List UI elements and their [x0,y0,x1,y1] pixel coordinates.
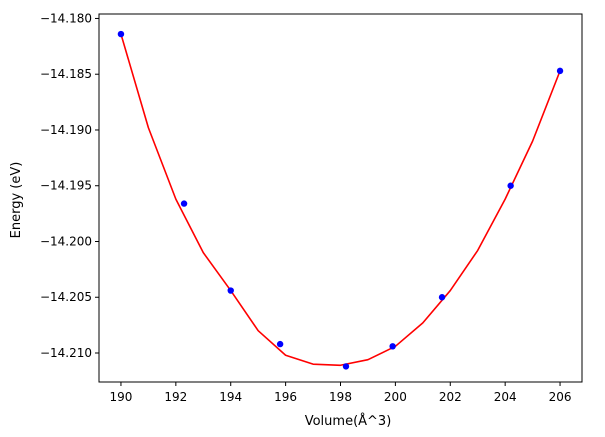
data-point [117,30,125,38]
data-point [276,340,284,348]
x-tick-label: 204 [494,390,517,404]
x-tick-label: 206 [549,390,572,404]
data-point [507,182,514,189]
plot-area [98,13,583,383]
x-tick-label: 196 [274,390,297,404]
y-axis-label: Energy (eV) [9,162,24,239]
y-axis-ticks: −14.180 −14.185 −14.190 −14.195 −14.200 −14.2… [40,11,99,360]
x-tick-label: 194 [219,390,242,404]
x-axis-ticks: 190 192 194 196 198 200 202 204 206 [110,382,572,404]
x-tick-label: 200 [384,390,407,404]
y-tick-label: −14.205 [40,290,92,304]
x-tick-label: 192 [164,390,187,404]
y-tick-label: −14.200 [40,234,92,248]
data-point [389,343,396,350]
x-tick-label: 198 [329,390,352,404]
y-tick-label: −14.195 [40,179,92,193]
y-tick-label: −14.210 [40,346,92,360]
y-tick-label: −14.185 [40,67,92,81]
data-point [227,287,234,294]
y-tick-label: −14.190 [40,123,92,137]
x-axis-label: Volume(Å^3) [305,413,392,429]
x-tick-label: 190 [110,390,133,404]
axes-frame [98,13,583,383]
data-point [342,363,350,370]
x-tick-label: 202 [439,390,462,404]
fit-curve-line [120,33,561,367]
data-point [438,294,446,301]
data-point [180,200,188,207]
data-point [556,67,564,75]
y-tick-label: −14.180 [40,11,92,25]
